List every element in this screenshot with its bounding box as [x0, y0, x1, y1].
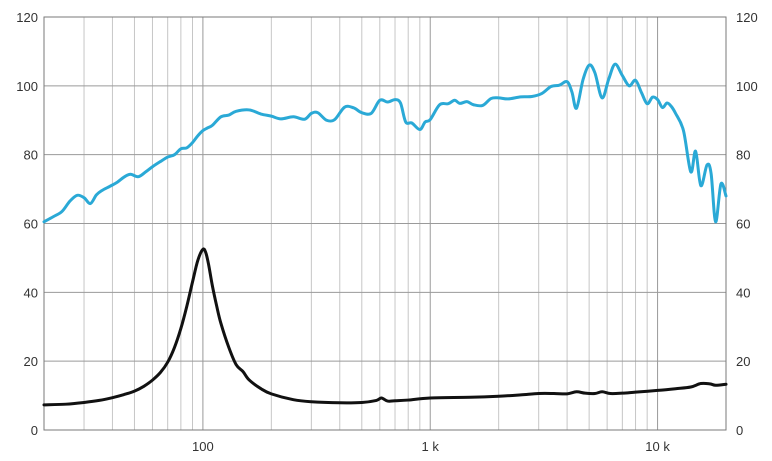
- y-tick-label-left: 80: [24, 148, 38, 163]
- y-tick-label-left: 20: [24, 354, 38, 369]
- y-tick-label-right: 60: [736, 217, 750, 232]
- y-tick-label-right: 20: [736, 354, 750, 369]
- y-tick-label-right: 40: [736, 285, 750, 300]
- left-y-axis-labels: 0 20 40 60 80 100 120: [16, 10, 38, 438]
- x-tick-label: 100: [192, 439, 214, 454]
- right-y-axis-labels: 0 20 40 60 80 100 120: [736, 10, 758, 438]
- y-tick-label-right: 120: [736, 10, 758, 25]
- x-axis-labels: 100 1 k 10 k: [192, 439, 670, 454]
- plot-border: [43, 16, 727, 431]
- x-tick-label: 1 k: [422, 439, 440, 454]
- blue-response-curve: [42, 62, 728, 224]
- y-tick-label-left: 120: [16, 10, 38, 25]
- plot-frame: [43, 16, 727, 431]
- series-layer: [42, 62, 728, 407]
- y-tick-label-right: 100: [736, 79, 758, 94]
- black-response-curve: [42, 247, 728, 407]
- y-tick-label-right: 0: [736, 423, 743, 438]
- y-tick-label-right: 80: [736, 148, 750, 163]
- y-tick-label-left: 40: [24, 285, 38, 300]
- y-tick-label-left: 60: [24, 217, 38, 232]
- y-tick-label-left: 0: [31, 423, 38, 438]
- x-tick-label: 10 k: [645, 439, 670, 454]
- y-tick-label-left: 100: [16, 79, 38, 94]
